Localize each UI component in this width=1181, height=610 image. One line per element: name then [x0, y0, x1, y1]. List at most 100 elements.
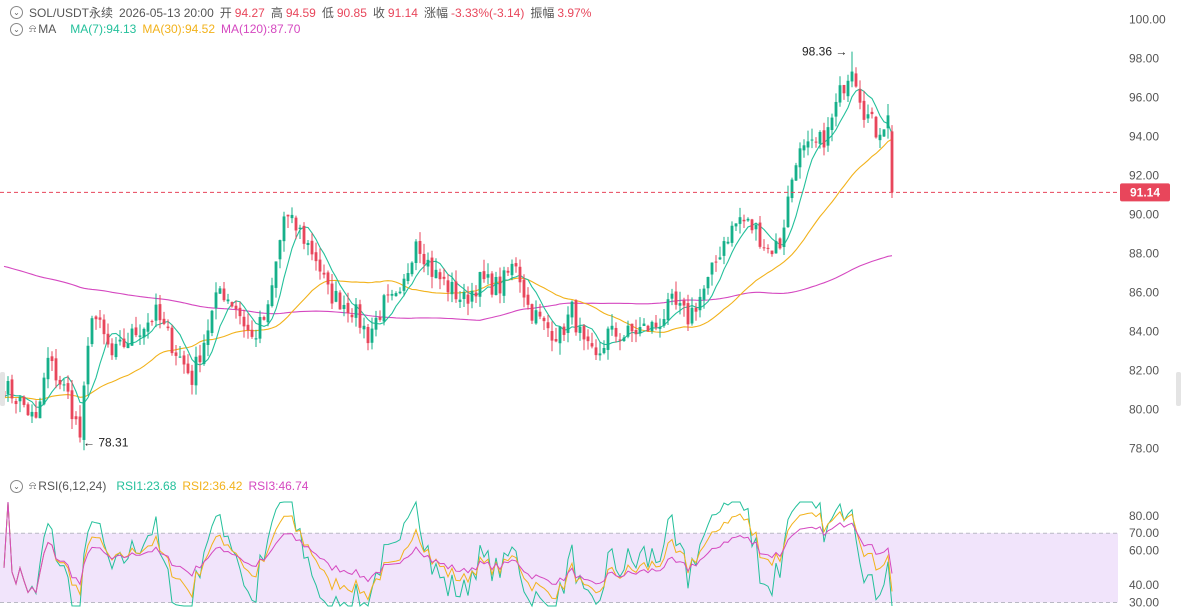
candle-body	[598, 353, 602, 356]
candle-body	[542, 317, 546, 322]
right-scroll-handle[interactable]	[1176, 372, 1181, 406]
candle-body	[746, 218, 750, 221]
candle-body	[102, 319, 106, 335]
candle-body	[286, 214, 290, 217]
candle-body	[74, 416, 78, 420]
candle-body	[50, 356, 54, 362]
candle-body	[326, 272, 330, 285]
rsi3-value: RSI3:46.74	[248, 479, 309, 493]
candle-body	[374, 317, 378, 330]
candle-body	[58, 379, 62, 385]
rsi-title[interactable]: RSI(6,12,24)	[38, 479, 107, 493]
candle-body	[434, 269, 438, 279]
candle-body	[782, 227, 786, 248]
open-label: 开	[219, 6, 232, 20]
candle-body	[822, 130, 826, 148]
candle-body	[138, 335, 142, 337]
candle-body	[646, 325, 650, 332]
candle-body	[210, 310, 214, 334]
candle-body	[578, 326, 582, 333]
candle-body	[18, 396, 22, 402]
candle-body	[790, 179, 794, 199]
rsi3-line	[3, 501, 893, 594]
price-axis-tick: 94.00	[1129, 130, 1159, 144]
candle-body	[378, 317, 382, 320]
candle-body	[330, 283, 334, 304]
candle-body	[166, 326, 170, 329]
candle-body	[82, 385, 86, 440]
candle-body	[758, 222, 762, 247]
candle-body	[334, 290, 338, 302]
collapse-chevron-icon[interactable]: ⌄	[10, 479, 23, 493]
collapse-chevron-icon[interactable]: ⌄	[10, 22, 23, 36]
candle-body	[390, 293, 394, 296]
low-value: 90.85	[336, 5, 367, 20]
ma120-value: MA(120):87.70	[221, 22, 301, 36]
candle-body	[750, 219, 754, 231]
candle-body	[626, 325, 630, 337]
candle-body	[302, 225, 306, 244]
candle-body	[486, 274, 490, 278]
symbol-label[interactable]: SOL/USDT永续	[29, 6, 114, 20]
rsi2-value: RSI2:36.42	[182, 479, 243, 493]
candle-body	[582, 325, 586, 340]
datetime-label: 2026-05-13 20:00	[119, 5, 214, 20]
candle-body	[874, 116, 878, 138]
candle-body	[522, 279, 526, 298]
candle-body	[554, 339, 558, 342]
candle-body	[234, 305, 238, 310]
ma-bell-icon[interactable]: ⍾	[29, 22, 37, 35]
candle-body	[650, 321, 654, 332]
candle-body	[466, 294, 470, 304]
candle-body	[402, 278, 406, 291]
current-price-label: 91.14	[1130, 185, 1160, 199]
candle-body	[882, 129, 886, 137]
candle-body	[382, 295, 386, 322]
candle-body	[498, 276, 502, 294]
candle-body	[494, 276, 498, 295]
candle-body	[558, 326, 562, 344]
candle-body	[482, 271, 486, 280]
candle-body	[190, 370, 194, 385]
candle-body	[546, 322, 550, 329]
candle-body	[438, 272, 442, 280]
candle-body	[458, 299, 462, 302]
candle-body	[706, 277, 710, 289]
candle-body	[590, 343, 594, 347]
extreme-annotation: 98.36 →	[802, 45, 847, 59]
candle-body	[98, 317, 102, 320]
left-scroll-handle[interactable]	[0, 372, 5, 406]
candle-body	[154, 304, 158, 321]
candle-body	[770, 250, 774, 255]
candle-body	[394, 293, 398, 297]
candle-body	[126, 343, 130, 349]
candle-body	[338, 292, 342, 310]
candle-body	[686, 303, 690, 325]
ma-title[interactable]: MA	[38, 22, 57, 36]
candle-body	[142, 328, 146, 338]
candle-body	[502, 270, 506, 296]
candle-body	[474, 292, 478, 297]
candle-body	[510, 263, 514, 276]
collapse-chevron-icon[interactable]: ⌄	[10, 6, 23, 19]
candle-body	[618, 339, 622, 341]
candle-body	[702, 288, 706, 300]
candle-body	[278, 240, 282, 260]
candle-body	[774, 241, 778, 254]
ma120-line	[3, 255, 893, 321]
candle-body	[550, 331, 554, 341]
candle-body	[170, 327, 174, 354]
candle-body	[718, 257, 722, 260]
rsi-bell-icon[interactable]: ⍾	[29, 479, 37, 492]
candle-body	[282, 216, 286, 242]
candle-body	[562, 326, 566, 335]
candle-body	[230, 302, 234, 307]
rsi-axis-tick: 80.00	[1129, 509, 1159, 523]
candle-body	[442, 276, 446, 279]
candle-body	[610, 325, 614, 330]
candle-body	[66, 383, 70, 392]
rsi-axis-tick: 40.00	[1129, 578, 1159, 592]
candle-body	[90, 318, 94, 345]
price-axis-tick: 98.00	[1129, 52, 1159, 66]
